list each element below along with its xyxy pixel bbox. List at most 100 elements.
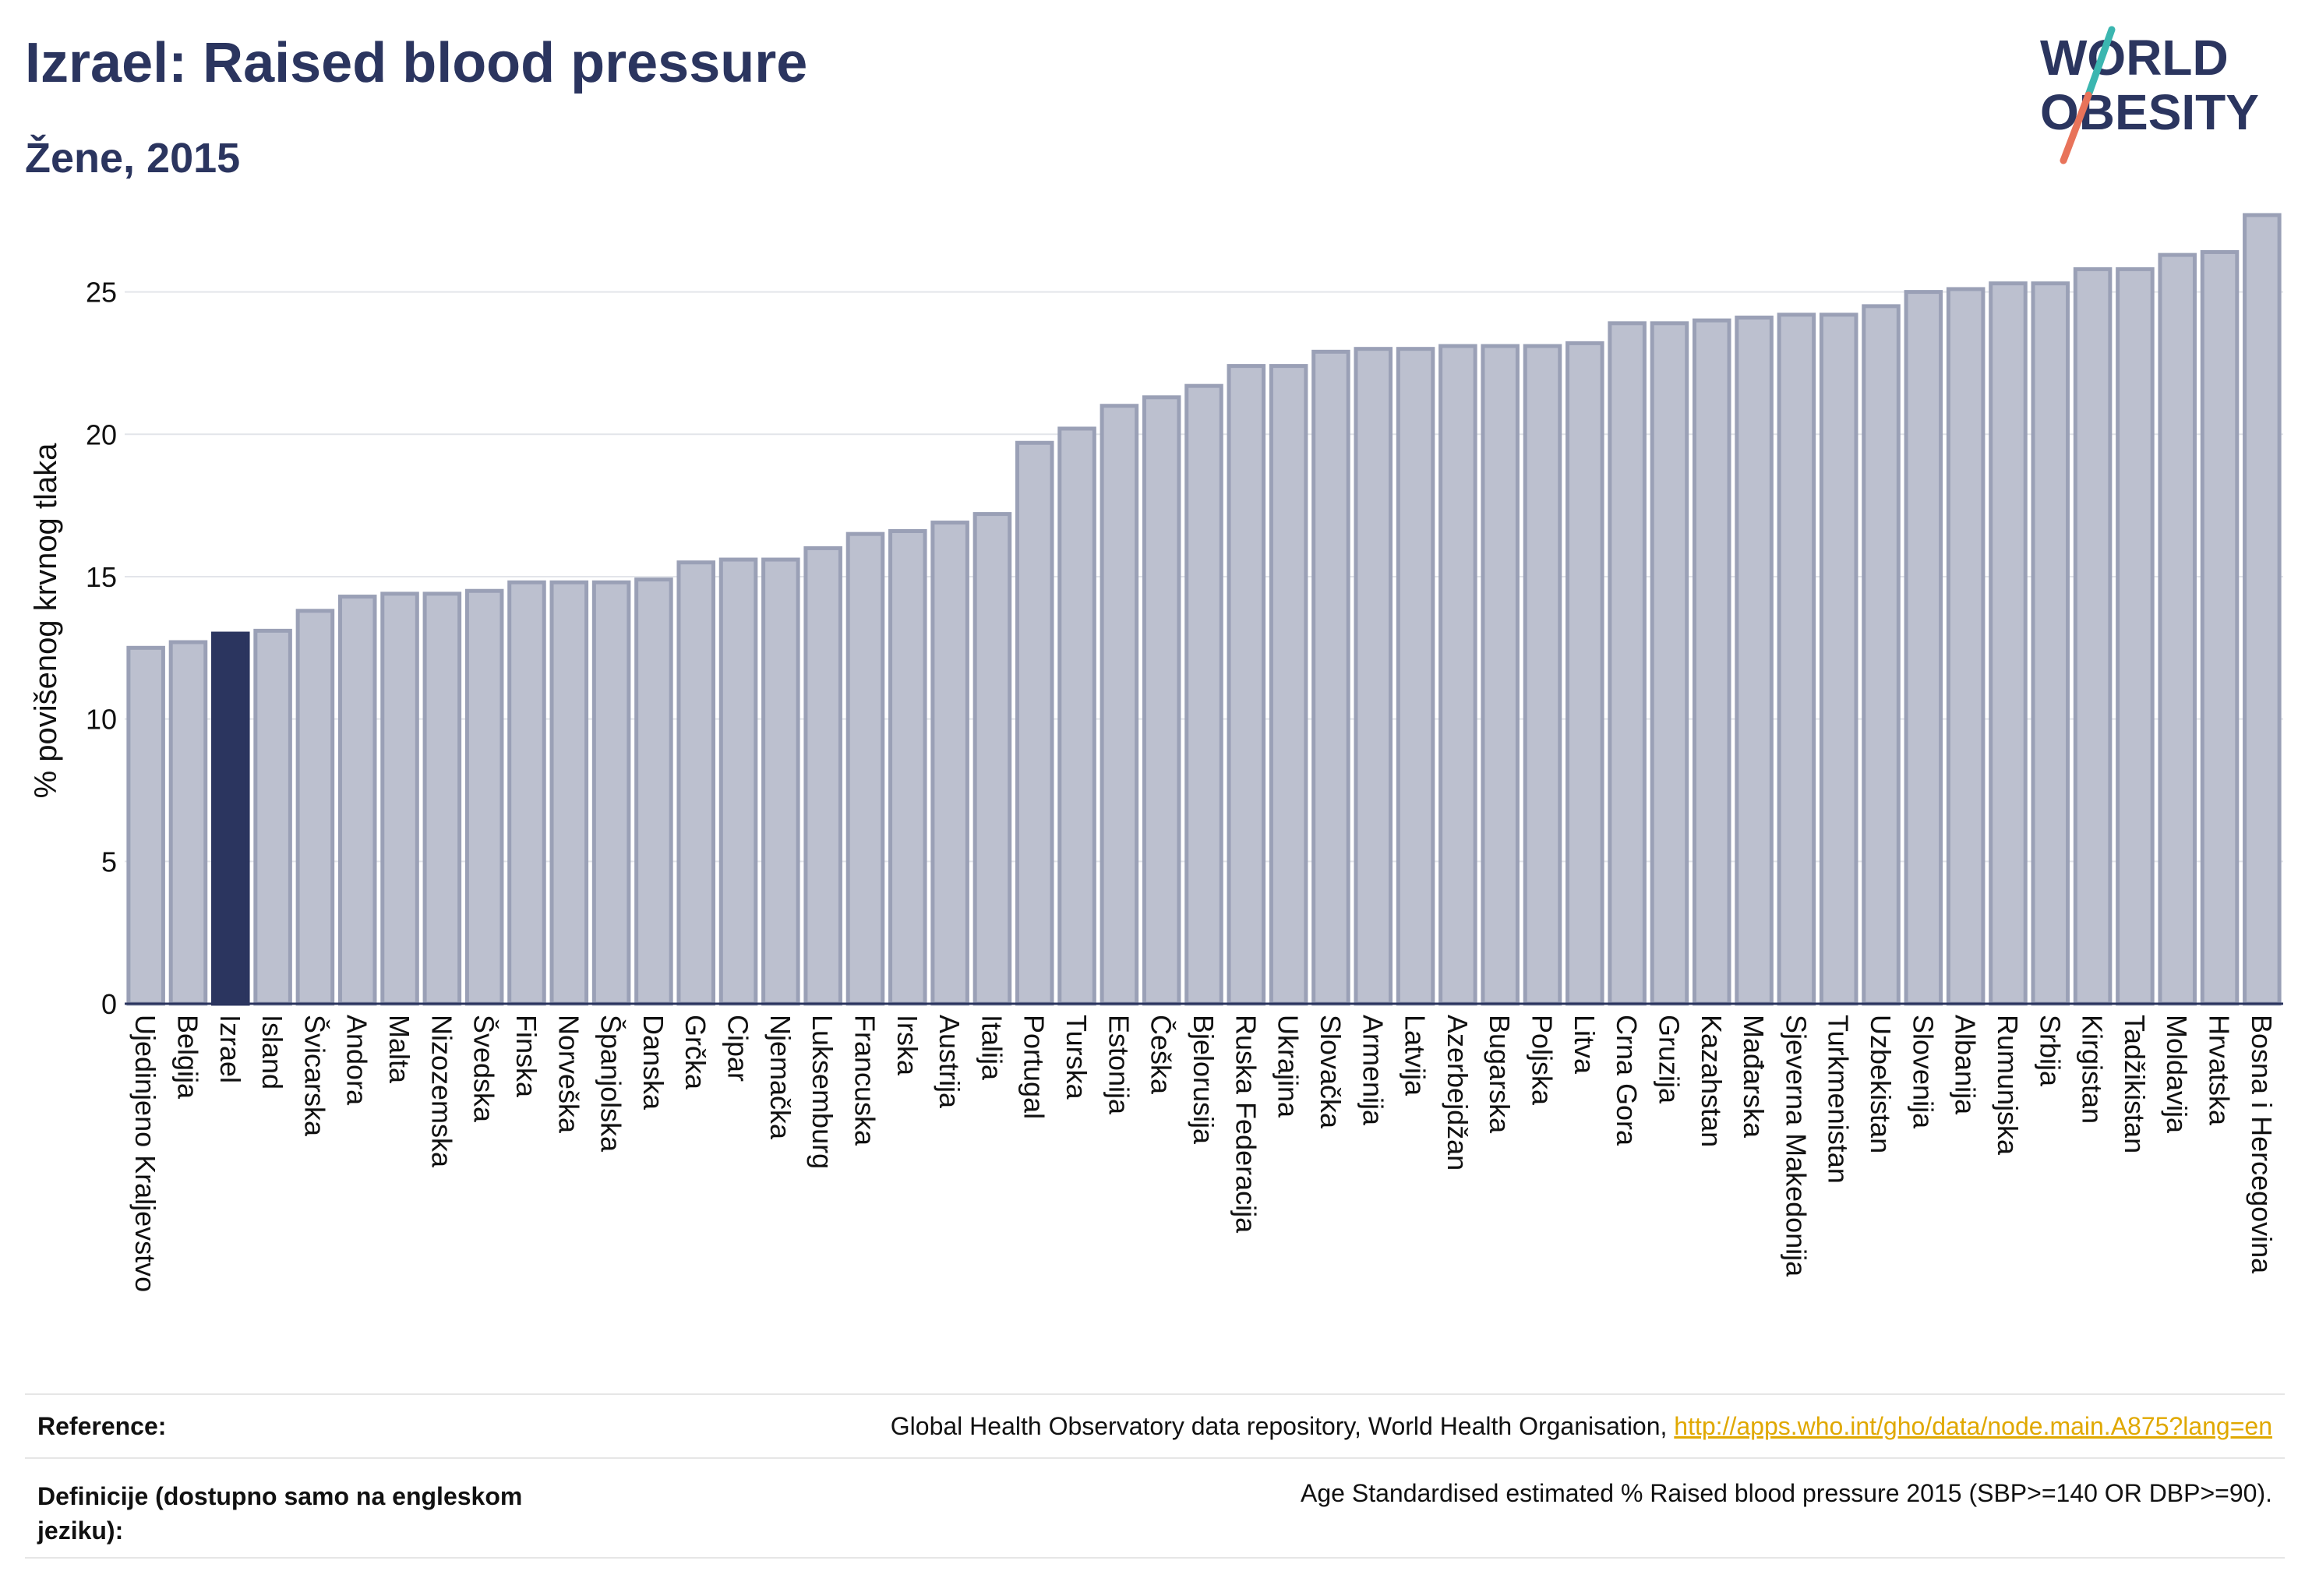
bar [168,640,208,1006]
bar [2243,213,2282,1006]
bar [253,628,292,1006]
x-tick-label: Rumunjska [1992,1015,2024,1156]
bar [1311,349,1350,1006]
bar [2073,267,2113,1006]
bar [1650,321,1689,1006]
y-tick-label: 5 [101,846,117,877]
bar [888,529,927,1006]
x-tick-label: Češka [1145,1015,1177,1095]
bar [422,591,462,1006]
bar [930,521,969,1006]
bar [549,580,589,1006]
bar [1057,426,1096,1006]
reference-row: Reference: Global Health Observatory dat… [25,1393,2285,1457]
x-tick-label: Grčka [679,1015,711,1090]
bar [1438,344,1477,1006]
x-tick-label: Andora [341,1015,373,1106]
x-tick-label: Malta [383,1015,415,1084]
x-tick-label: Gruzija [1653,1015,1685,1104]
bar [1904,290,1943,1006]
x-tick-label: Bosna i Hercegovina [2246,1015,2278,1274]
x-tick-label: Cipar [722,1015,754,1082]
bar [1354,347,1393,1006]
x-tick-label: Švedska [468,1015,500,1123]
x-tick-label: Poljska [1527,1015,1558,1106]
x-tick-label: Tadžikistan [2119,1015,2151,1153]
x-tick-label: Španjolska [595,1015,627,1153]
x-tick-label: Norveška [552,1015,584,1134]
x-tick-label: Estonija [1103,1015,1135,1115]
y-axis-ticks: 0 5 10 15 20 25 [86,277,117,1020]
x-tick-label: Nizozemska [425,1015,457,1168]
x-tick-label: Hrvatska [2204,1015,2236,1126]
bar [1227,364,1266,1006]
x-tick-label: Danska [637,1015,669,1110]
bar [845,531,885,1006]
logo-slash-teal [2084,26,2116,99]
page-title: Izrael: Raised blood pressure [25,32,808,94]
x-tick-label: Mađarska [1738,1015,1770,1139]
x-tick-label: Luksemburg [807,1015,838,1169]
bar [1608,321,1647,1006]
x-tick-label: Azerbejdžan [1442,1015,1474,1171]
x-tick-label: Ujedinjeno Kraljevstvo [129,1015,161,1292]
bar [1819,312,1858,1006]
bar [2116,267,2155,1006]
bar [1735,315,1774,1006]
x-tick-label: Latvija [1400,1015,1431,1096]
bar [972,512,1012,1006]
x-tick-label: Albanija [1950,1015,1982,1115]
bar [1777,312,1816,1006]
bar [464,588,504,1006]
x-tick-label: Kirgistan [2077,1015,2109,1124]
bar [1989,281,2028,1006]
bar [803,546,842,1006]
x-tick-label: Slovenija [1907,1015,1939,1129]
bar-chart: 0 5 10 15 20 25 Ujedinjeno Kraljevstvo Belgija… [29,213,2283,1292]
x-tick-label: Srbija [2034,1015,2066,1087]
bar [1523,344,1562,1006]
definition-text: Age Standardised estimated % Raised bloo… [1301,1479,2272,1507]
bar [380,591,419,1006]
bars [126,213,2282,1006]
y-axis-label: % povišenog krvnog tlaka [29,443,63,799]
bar [1396,347,1435,1006]
bar [337,595,377,1006]
definition-label: Definicije (dostupno samo na engleskom j… [37,1482,523,1545]
bar [1100,404,1139,1006]
x-tick-label: Ukrajina [1273,1015,1304,1118]
reference-link[interactable]: http://apps.who.int/gho/data/node.main.A… [1674,1412,2272,1440]
x-tick-label: Austrija [934,1015,965,1109]
x-tick-label: Uzbekistan [1865,1015,1897,1153]
x-tick-label: Bjelorusija [1188,1015,1220,1145]
y-tick-label: 0 [101,988,117,1020]
y-tick-label: 20 [86,418,117,450]
x-tick-label: Švicarska [298,1015,330,1137]
x-tick-label: Portugal [1018,1015,1050,1119]
x-tick-label: Ruska Federacija [1230,1015,1262,1234]
bar-highlight [211,631,250,1006]
bar [2031,281,2070,1006]
y-tick-label: 15 [86,561,117,593]
x-tick-label: Francuska [849,1015,881,1146]
logo-slash-coral [2060,91,2092,164]
bar [507,580,546,1006]
bar [1565,341,1604,1006]
bar [761,557,800,1006]
bar [634,577,673,1006]
bar [718,557,758,1006]
bar [2200,249,2240,1006]
x-tick-label: Izrael [214,1015,246,1083]
x-tick-label: Armenija [1357,1015,1389,1126]
x-tick-label: Bugarska [1484,1015,1516,1134]
bar [1946,287,1986,1006]
x-tick-label: Moldavija [2161,1015,2193,1134]
bar [295,609,335,1006]
world-obesity-logo: WORLD OBESITY [2040,26,2259,164]
x-tick-label: Turkmenistan [1823,1015,1855,1184]
bar [1692,318,1731,1006]
logo-line1: WORLD [2040,30,2229,86]
bar [1184,383,1223,1006]
bar [591,580,631,1006]
reference-text: Global Health Observatory data repositor… [890,1412,1675,1440]
